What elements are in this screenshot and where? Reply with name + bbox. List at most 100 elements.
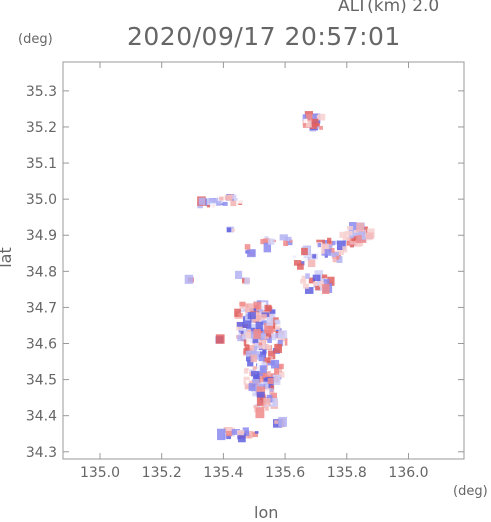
x-tick-label: 135.4 xyxy=(203,465,243,481)
echo-cell xyxy=(262,389,270,397)
echo-cell xyxy=(247,360,254,367)
x-axis-label: lon xyxy=(254,503,279,522)
echo-cell xyxy=(278,330,288,339)
echo-cell xyxy=(337,247,345,255)
echo-cell xyxy=(315,285,321,291)
echo-cell xyxy=(286,240,293,246)
echo-cell xyxy=(234,308,241,317)
echo-cell xyxy=(255,407,265,419)
echo-cell xyxy=(251,431,258,438)
echo-cell xyxy=(313,281,318,286)
echo-cell xyxy=(245,350,252,356)
echo-cell xyxy=(244,303,254,313)
x-tick-label: 135.0 xyxy=(80,465,120,481)
echo-cell xyxy=(244,344,250,351)
echo-cell xyxy=(268,350,276,360)
echo-cell xyxy=(234,198,238,201)
echo-cell xyxy=(339,231,347,238)
y-tick-label: 34.8 xyxy=(26,264,57,280)
echo-cell xyxy=(240,330,244,334)
echo-cell xyxy=(266,316,274,326)
echo-cell xyxy=(349,241,356,245)
echo-cell xyxy=(231,429,241,435)
echo-cell xyxy=(304,287,314,294)
echo-cell xyxy=(274,343,282,353)
echo-cell xyxy=(312,113,317,120)
echo-cell xyxy=(324,254,328,258)
y-tick-label: 35.0 xyxy=(26,192,57,208)
echo-cell xyxy=(308,277,315,284)
echo-cell xyxy=(263,398,271,406)
echo-cell xyxy=(305,273,310,279)
echo-cell xyxy=(275,320,281,325)
echo-cell xyxy=(283,240,289,247)
echo-cell xyxy=(312,274,321,282)
echo-cell xyxy=(261,314,267,319)
y-tick-label: 34.5 xyxy=(26,373,57,389)
echo-cell xyxy=(261,371,271,383)
echo-cell xyxy=(250,354,257,363)
echo-cell xyxy=(355,235,362,244)
echo-cell xyxy=(258,332,267,340)
echo-cell xyxy=(251,351,260,357)
echo-cell xyxy=(198,197,206,205)
echo-cell xyxy=(329,248,335,253)
echo-cell xyxy=(264,304,272,312)
echo-cell xyxy=(224,195,233,201)
echo-cell xyxy=(256,391,265,398)
echo-cell xyxy=(300,279,307,284)
echo-cell xyxy=(254,342,263,348)
echo-cell xyxy=(244,277,250,285)
echo-cell xyxy=(301,275,306,281)
echo-cell xyxy=(226,227,232,233)
echo-cell xyxy=(356,222,365,232)
echo-cell xyxy=(246,338,253,345)
echo-cell xyxy=(245,380,249,384)
y-tick-label: 34.4 xyxy=(26,409,57,425)
echo-cell xyxy=(264,336,269,340)
echo-cell xyxy=(253,366,258,370)
echo-cell xyxy=(219,196,224,201)
echo-cell xyxy=(291,250,301,264)
echo-cell xyxy=(244,244,251,250)
echo-cell xyxy=(334,240,339,245)
echo-cell xyxy=(319,125,323,130)
echo-cell xyxy=(301,247,308,256)
echo-cell xyxy=(270,397,278,407)
echo-cell xyxy=(303,118,308,124)
x-tick-label: 136.0 xyxy=(388,465,428,481)
echo-cell xyxy=(247,345,257,354)
x-tick-label: 135.2 xyxy=(142,465,182,481)
echo-cell xyxy=(269,388,274,393)
echo-cell xyxy=(268,342,273,346)
echo-cell xyxy=(267,371,271,376)
echo-cell xyxy=(239,301,246,307)
x-tick-label: 135.6 xyxy=(265,465,305,481)
echo-cell xyxy=(342,246,348,253)
echo-cell xyxy=(253,405,258,409)
echo-cell xyxy=(242,427,249,434)
echo-cell xyxy=(307,259,316,268)
echo-cell xyxy=(274,420,279,424)
echo-cell xyxy=(237,429,245,436)
echo-cell xyxy=(256,357,265,368)
echo-cell xyxy=(258,342,263,346)
echo-cell xyxy=(319,280,327,288)
echo-cell xyxy=(268,309,276,314)
echo-cell xyxy=(261,361,267,369)
y-tick-label: 35.1 xyxy=(26,156,57,172)
echo-cell xyxy=(289,239,293,243)
echo-cell xyxy=(336,255,340,260)
echo-cell xyxy=(336,256,343,263)
echo-cell xyxy=(353,236,358,241)
echo-cell xyxy=(262,344,271,350)
echo-cell xyxy=(293,260,302,266)
y-axis-label: lat xyxy=(0,247,15,268)
echo-cell xyxy=(262,381,269,390)
echo-cell xyxy=(317,242,322,248)
echo-cell xyxy=(210,201,216,209)
echo-cell xyxy=(314,270,324,276)
echo-cell xyxy=(336,240,346,251)
echo-cell xyxy=(301,257,308,264)
echo-cell xyxy=(306,120,313,128)
